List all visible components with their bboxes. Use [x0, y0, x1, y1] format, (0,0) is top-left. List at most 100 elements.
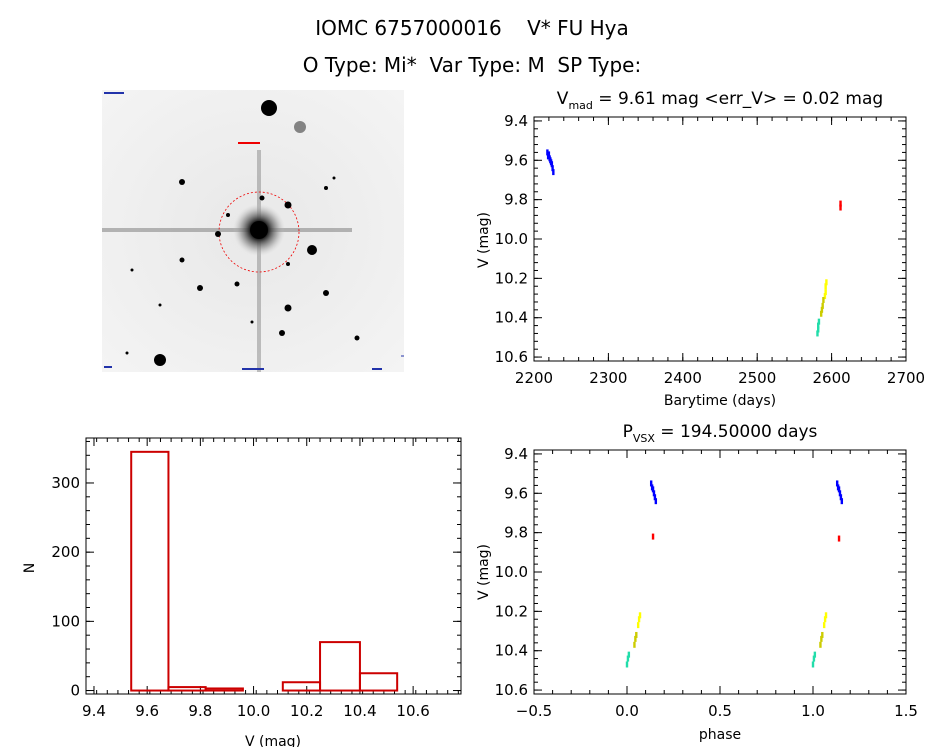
ph-xtick-label: 0.5 [708, 702, 732, 720]
hist-ytick-label: 100 [51, 612, 80, 630]
ph-point-blue [835, 480, 839, 487]
ph-point-greenyellow [635, 631, 638, 638]
ph-xtick-label: 1.0 [801, 702, 825, 720]
ph-point-teal [811, 661, 815, 668]
hist-ytick-label: 300 [51, 474, 80, 492]
ph-point-yellow [822, 622, 826, 629]
ph-point-greenyellow [821, 631, 824, 638]
ph-ytick-label: 9.8 [504, 524, 528, 542]
ph-point-blue [837, 486, 841, 493]
ph-point-blue [649, 480, 653, 487]
ph-point-blue [839, 494, 843, 501]
ph-point-yellow [823, 616, 827, 623]
lc-point-teal [817, 322, 820, 329]
lc-ytick-label: 9.4 [504, 112, 528, 130]
lc-point-greenyellow [820, 306, 824, 313]
ph-point-blue [651, 486, 655, 493]
ph-ytick-label: 9.4 [504, 445, 528, 463]
phased-curve-ylabel: V (mag) [476, 544, 492, 600]
lc-xtick-label: 2300 [589, 369, 627, 387]
lc-xtick-label: 2500 [738, 369, 776, 387]
lc-xtick-label: 2200 [515, 369, 553, 387]
lc-point-greenyellow [822, 297, 825, 303]
lc-point-teal [817, 318, 821, 325]
lc-point-yellow [825, 279, 828, 286]
lc-point-blue [552, 169, 555, 176]
ph-point-blue [838, 490, 842, 497]
histogram-plot: 9.4 9.6 9.8 10.0 10.2 10.4 10.6 0 100 200 300 V (m… [22, 437, 462, 747]
lc-point-yellow [823, 293, 827, 300]
light-curve-plot: Vmad = 9.61 mag <err_V> = 0.02 mag 2200 2… [476, 89, 925, 409]
object-title: IOMC 6757000016 V* FU Hya [315, 16, 629, 40]
ph-point-blue [652, 490, 656, 497]
ph-xtick-label: −0.5 [516, 702, 552, 720]
ph-xtick-label: 0.0 [615, 702, 639, 720]
lc-point-teal [817, 326, 820, 333]
phased-curve-plot: PVSX = 194.50000 days −0.5 0.0 0.5 1.0 1.5 9.… [476, 422, 918, 743]
ph-point-greenyellow [819, 641, 822, 648]
hist-xtick-label: 10.4 [343, 702, 376, 720]
lc-ytick-label: 10.6 [495, 348, 528, 366]
lc-point-yellow [824, 283, 827, 290]
lc-point-teal [816, 330, 819, 337]
lc-point-greenyellow [819, 310, 823, 317]
lc-point-blue [546, 149, 549, 156]
lc-ytick-label: 10.4 [495, 309, 528, 327]
hist-bar [358, 672, 399, 692]
hist-bar [319, 641, 361, 692]
light-curve-ylabel: V (mag) [476, 212, 492, 268]
ph-point-teal [812, 655, 816, 662]
lc-ytick-label: 10.0 [495, 230, 528, 248]
hist-ytick-label: 0 [70, 682, 80, 700]
light-curve-title: Vmad = 9.61 mag <err_V> = 0.02 mag [557, 89, 883, 112]
ph-point-greenyellow [634, 635, 637, 642]
lc-ytick-label: 9.6 [504, 151, 528, 169]
lc-point-yellow [824, 289, 827, 296]
light-curve-xlabel: Barytime (days) [664, 393, 776, 409]
ph-ytick-label: 10.2 [495, 602, 528, 620]
ph-ytick-label: 10.0 [495, 563, 528, 581]
lc-ytick-label: 9.8 [504, 191, 528, 209]
sky-finder-image [102, 90, 404, 372]
ph-point-blue [654, 498, 658, 505]
ph-point-greenyellow [633, 641, 636, 648]
ph-point-teal [627, 651, 631, 658]
ph-xtick-label: 1.5 [894, 702, 918, 720]
lc-xtick-label: 2600 [813, 369, 851, 387]
hist-xtick-label: 9.6 [135, 702, 159, 720]
histogram-ylabel: N [22, 563, 38, 573]
histogram-xlabel: V (mag) [245, 734, 301, 747]
ph-point-greenyellow [820, 635, 823, 642]
plot-frame [533, 116, 907, 362]
lc-point-blue [547, 151, 551, 158]
phased-curve-title: PVSX = 194.50000 days [623, 422, 818, 445]
lc-point-blue [551, 165, 554, 172]
hist-xtick-label: 9.8 [188, 702, 212, 720]
hist-xtick-label: 10.0 [237, 702, 270, 720]
ph-point-red [837, 535, 841, 542]
lc-point-blue [550, 161, 554, 168]
ph-point-teal [813, 651, 817, 658]
lc-point-red [839, 200, 842, 207]
hist-xtick-label: 10.2 [290, 702, 323, 720]
hist-bar [281, 681, 322, 692]
ph-point-teal [626, 655, 630, 662]
ph-point-yellow [638, 612, 642, 619]
ph-point-red [651, 533, 655, 540]
ph-point-blue [840, 498, 844, 505]
ph-point-yellow [824, 612, 828, 619]
ph-point-yellow [637, 616, 641, 623]
object-type-line: O Type: Mi* Var Type: M SP Type: [302, 53, 642, 77]
lc-point-red [839, 204, 842, 211]
lc-ytick-label: 10.2 [495, 269, 528, 287]
lc-xtick-label: 2400 [664, 369, 702, 387]
phased-curve-xlabel: phase [699, 727, 741, 743]
ph-ytick-label: 9.6 [504, 484, 528, 502]
ph-ytick-label: 10.4 [495, 642, 528, 660]
ph-ytick-label: 10.6 [495, 681, 528, 699]
hist-xtick-label: 10.6 [396, 702, 429, 720]
hist-ytick-label: 200 [51, 543, 80, 561]
hist-bar [130, 450, 170, 692]
hist-bar [204, 687, 244, 692]
ph-point-blue [653, 494, 657, 501]
